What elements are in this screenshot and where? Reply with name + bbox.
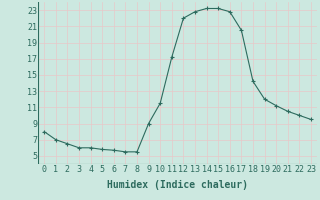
X-axis label: Humidex (Indice chaleur): Humidex (Indice chaleur) (107, 180, 248, 190)
